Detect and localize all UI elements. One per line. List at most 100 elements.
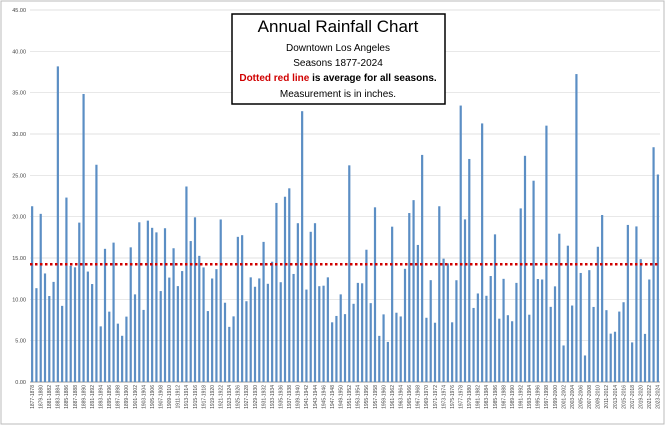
x-tick-label: 2003-2004 xyxy=(570,385,576,409)
x-tick-label: 1915-1916 xyxy=(193,385,199,409)
x-tick-label: 1937-1938 xyxy=(287,385,293,409)
bar xyxy=(121,335,124,382)
bar xyxy=(455,280,458,382)
bar xyxy=(206,311,209,382)
bar xyxy=(249,277,252,382)
x-tick-label: 1933-1934 xyxy=(270,385,276,409)
bar xyxy=(622,302,625,382)
bar xyxy=(163,228,167,382)
x-tick-label: 1947-1948 xyxy=(330,385,336,409)
x-tick-label: 1891-1892 xyxy=(90,385,96,409)
bar xyxy=(391,226,394,382)
bar xyxy=(99,326,102,382)
bar xyxy=(395,312,398,382)
bar xyxy=(571,305,574,382)
bar xyxy=(605,310,608,382)
x-tick-label: 1983-1984 xyxy=(484,385,490,409)
x-tick-label: 1963-1964 xyxy=(399,385,405,409)
bar xyxy=(348,165,351,382)
x-tick-label: 1919-1920 xyxy=(210,385,216,409)
y-tick-label: 10.00 xyxy=(12,297,26,303)
bar xyxy=(459,105,462,382)
y-tick-label: 25.00 xyxy=(12,173,26,179)
x-tick-label: 1957-1958 xyxy=(373,385,379,409)
bar xyxy=(112,242,115,382)
bar xyxy=(151,227,154,382)
title-box xyxy=(231,13,446,105)
bar xyxy=(343,314,347,382)
bar xyxy=(596,246,599,382)
x-tick-label: 1923-1924 xyxy=(227,385,233,409)
x-tick-label: 1999-2000 xyxy=(553,385,559,409)
bar xyxy=(189,241,192,382)
bar xyxy=(352,303,355,382)
x-tick-label: 1993-1994 xyxy=(527,385,533,409)
bar xyxy=(588,270,591,382)
x-tick-label: 1961-1962 xyxy=(390,385,396,409)
bar xyxy=(416,244,419,382)
bar xyxy=(446,263,449,382)
x-tick-label: 1965-1966 xyxy=(407,385,413,409)
bar xyxy=(232,316,235,382)
x-tick-label: 1967-1968 xyxy=(416,385,422,409)
bar xyxy=(515,282,518,382)
bar xyxy=(549,306,552,382)
x-tick-label: 1903-1904 xyxy=(141,385,147,409)
x-tick-label: 1939-1940 xyxy=(296,385,302,409)
x-tick-label: 1997-1998 xyxy=(544,385,550,409)
bar xyxy=(61,305,64,382)
bar xyxy=(82,93,85,383)
bar xyxy=(429,280,432,382)
x-tick-label: 1941-1942 xyxy=(304,385,310,409)
bar xyxy=(73,267,77,382)
bar xyxy=(271,261,274,382)
bar xyxy=(438,206,441,382)
bar xyxy=(583,355,587,382)
x-tick-label: 1911-1912 xyxy=(176,385,182,409)
bar xyxy=(485,295,488,382)
bar xyxy=(433,322,437,382)
y-tick-label: 20.00 xyxy=(12,215,26,221)
bar xyxy=(155,232,158,382)
x-tick-label: 1877-1878 xyxy=(30,385,36,409)
x-tick-label: 1943-1944 xyxy=(313,385,319,409)
x-tick-label: 1879-1880 xyxy=(39,385,45,409)
x-tick-label: 1945-1946 xyxy=(321,385,327,409)
bar xyxy=(313,223,317,382)
bar xyxy=(215,269,218,382)
bar xyxy=(65,197,68,382)
bar xyxy=(442,258,445,382)
x-tick-label: 1893-1894 xyxy=(99,385,105,409)
bar xyxy=(262,241,265,382)
bar xyxy=(562,345,565,382)
x-tick-label: 1979-1980 xyxy=(467,385,473,409)
bar xyxy=(579,272,582,382)
bar xyxy=(241,235,244,382)
x-tick-label: 2009-2010 xyxy=(596,385,602,409)
x-tick-label: 1969-1970 xyxy=(424,385,430,409)
y-tick-label: 15.00 xyxy=(12,256,26,262)
x-tick-label: 1977-1978 xyxy=(459,385,465,409)
x-tick-label: 1991-1992 xyxy=(519,385,525,409)
bar xyxy=(39,213,42,382)
x-tick-label: 1897-1898 xyxy=(116,385,122,409)
bar xyxy=(451,322,454,382)
y-tick-label: 35.00 xyxy=(12,91,26,97)
x-tick-label: 1975-1976 xyxy=(450,385,456,409)
x-tick-label: 1885-1886 xyxy=(64,385,70,409)
bar xyxy=(52,281,55,382)
x-tick-label: 2001-2002 xyxy=(561,385,567,409)
bar xyxy=(536,278,539,382)
bar xyxy=(635,226,638,382)
x-tick-label: 1921-1922 xyxy=(219,385,225,409)
x-tick-label: 1913-1914 xyxy=(184,385,190,409)
bar xyxy=(609,333,612,382)
x-tick-label: 1881-1882 xyxy=(47,385,53,409)
bar xyxy=(386,341,389,382)
bar xyxy=(146,220,149,382)
bar xyxy=(78,222,81,382)
x-tick-label: 2019-2020 xyxy=(639,385,645,409)
bar xyxy=(493,234,497,382)
bar xyxy=(523,155,527,382)
bar xyxy=(631,342,634,382)
